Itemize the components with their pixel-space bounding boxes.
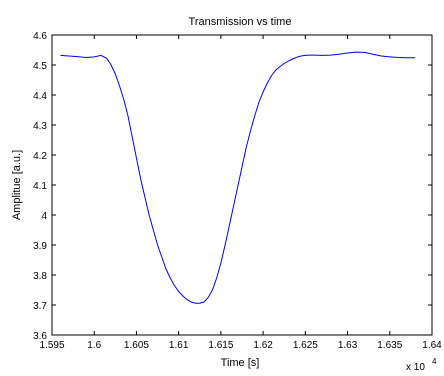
x-tick-label: 1.63 [338,340,358,351]
y-tick-label: 4.5 [33,61,47,72]
series-line [60,51,416,304]
y-tick-label: 4.4 [33,91,47,102]
y-tick-label: 3.7 [33,301,47,312]
x-tick-label: 1.625 [293,340,318,351]
y-tick-label: 4.1 [33,181,47,192]
y-tick-label: 3.8 [33,271,47,282]
plot-area: 1.595 1.6 1.605 1.61 1.615 1.62 1.625 1.63 1.635… [33,31,442,351]
y-axis-label: Amplitue [a.u.] [11,150,23,220]
x-tick-label: 1.6 [87,340,101,351]
x-tick-label: 1.605 [124,340,149,351]
x-axis-exponent-label: x 10 [406,362,425,371]
y-tick-label: 3.9 [33,241,47,252]
x-tick-label: 1.61 [169,340,189,351]
x-tick-label: 1.635 [377,340,402,351]
x-axis-exponent-power: 4 [432,357,437,366]
y-tick-label: 4.3 [33,121,47,132]
x-tick-label: 1.62 [253,340,273,351]
x-axis-label: Time [s] [221,357,260,369]
x-tick-label: 1.64 [422,340,442,351]
y-tick-label: 4 [41,211,47,222]
y-tick-label: 4.6 [33,31,47,42]
y-tick-label: 3.6 [33,331,47,342]
x-tick-label: 1.595 [39,340,64,351]
chart-title: Transmission vs time [189,16,292,28]
x-tick-label: 1.615 [208,340,233,351]
y-tick-label: 4.2 [33,151,47,162]
